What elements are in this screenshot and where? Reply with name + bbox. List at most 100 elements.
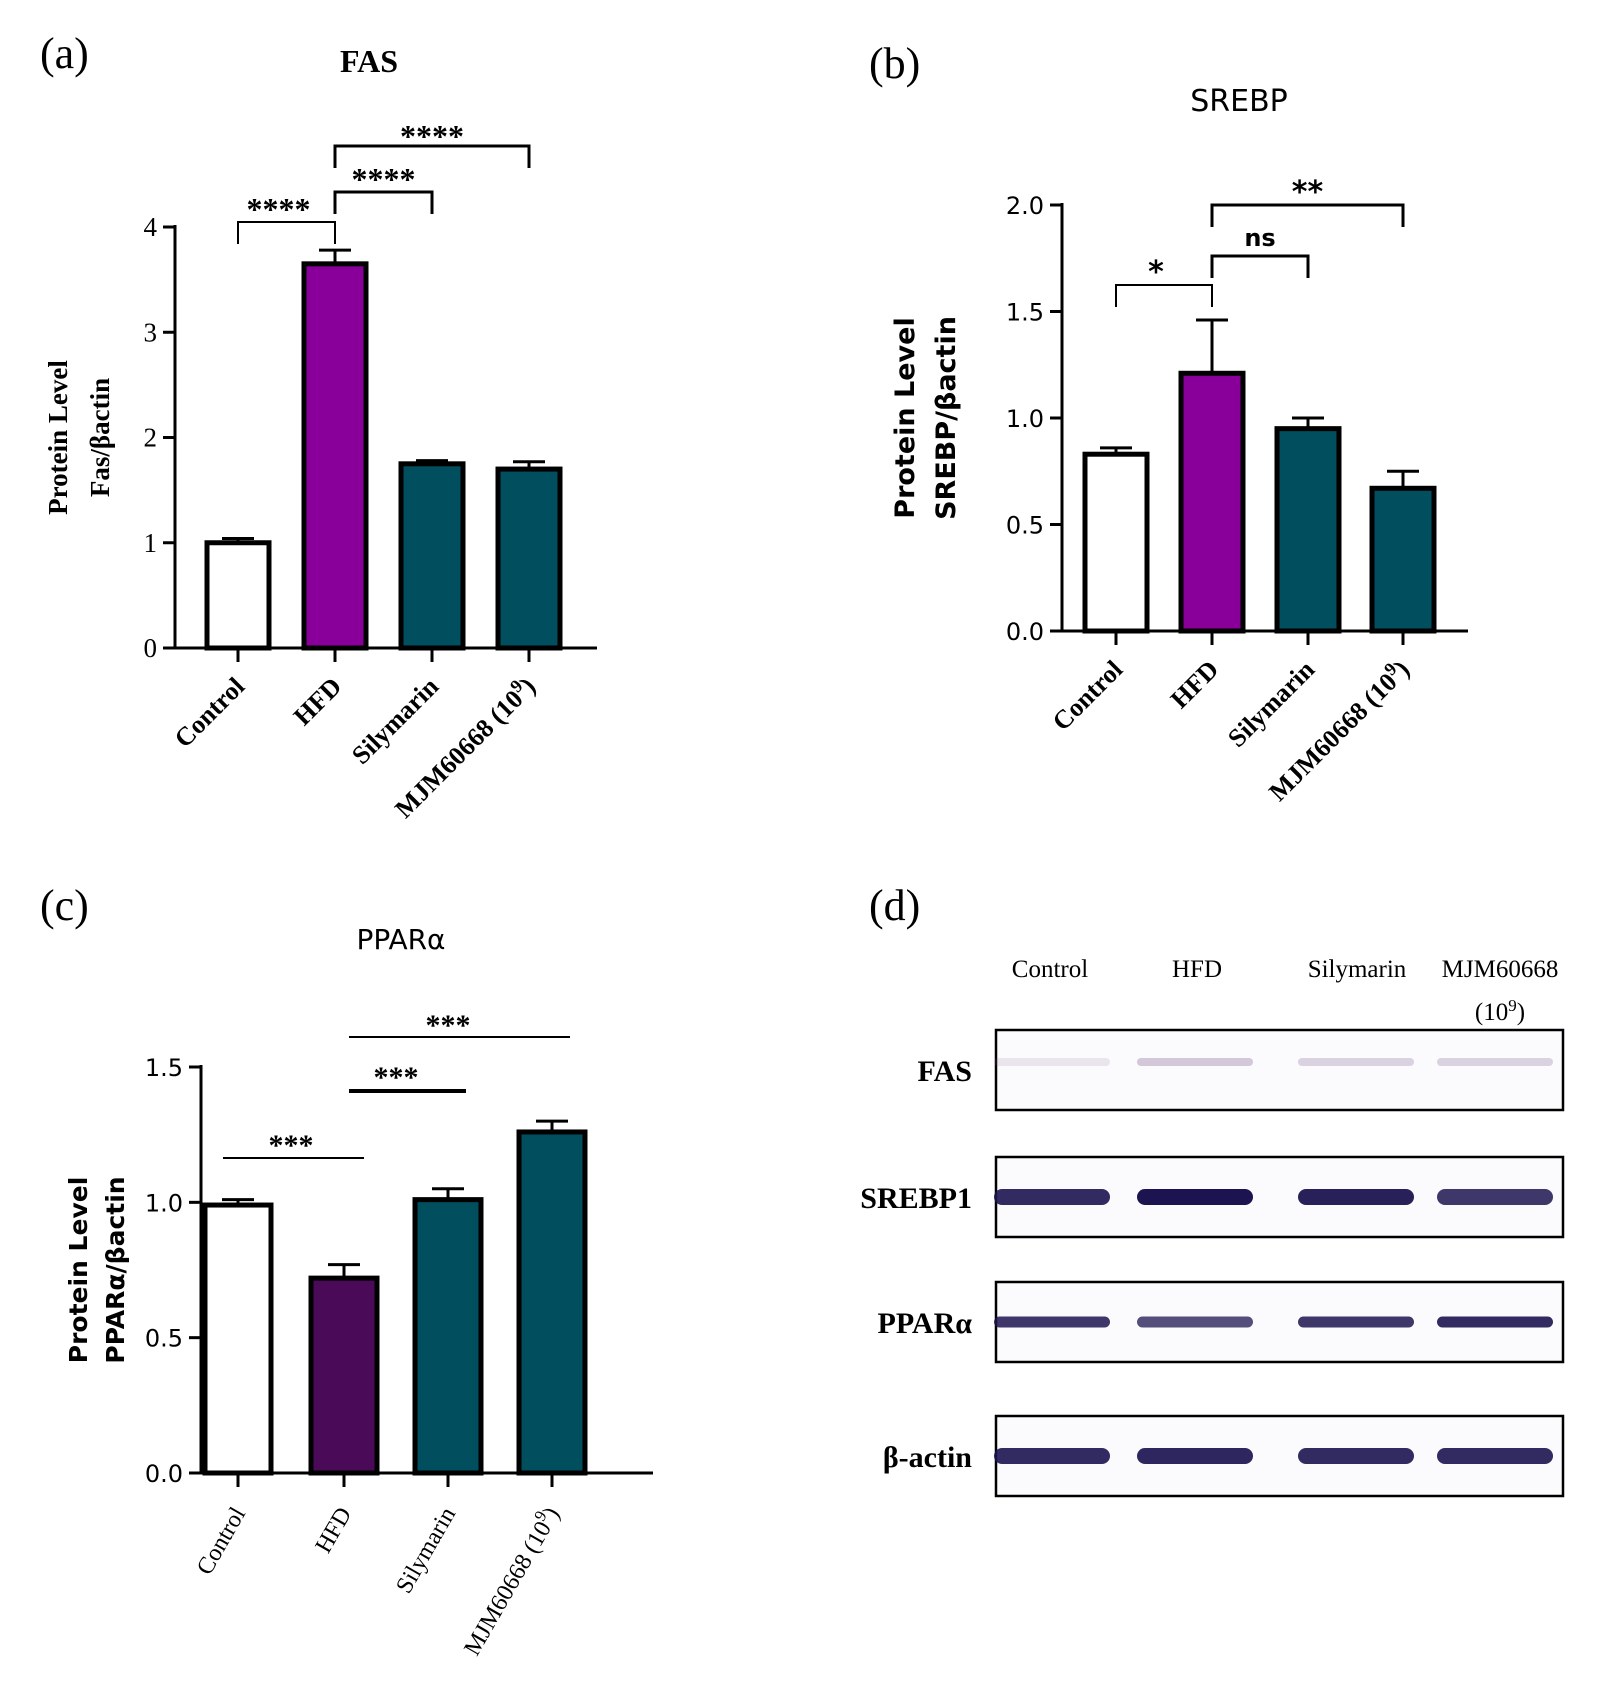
significance-bracket — [1210, 254, 1310, 278]
blot-band — [1298, 1058, 1414, 1066]
y-tick-label: 1.5 — [1006, 299, 1044, 327]
panel-label: (a) — [40, 29, 89, 78]
blot-band — [1137, 1058, 1253, 1066]
blot-band — [994, 1189, 1110, 1205]
significance-label: ns — [1244, 224, 1275, 252]
panel-label: (d) — [869, 881, 920, 930]
chart-title: FAS — [340, 43, 398, 79]
panel-d-western-blot: (d) Control HFD Silymarin MJM60668 (109) FAS SR… — [860, 881, 1565, 1498]
blot-column-label: HFD — [1172, 956, 1222, 983]
blot-row-label: PPARα — [878, 1307, 973, 1340]
category-text: Control — [1047, 655, 1128, 736]
y-tick-label: 0.5 — [145, 1325, 183, 1353]
y-tick-label: 2 — [144, 423, 158, 453]
bar-control — [202, 1202, 274, 1476]
y-tick-label: 4 — [144, 212, 158, 242]
x-category-label: Silymarin — [1222, 654, 1321, 753]
blot-band — [1298, 1448, 1414, 1464]
y-tick-label: 1 — [144, 528, 158, 558]
blot-band — [1298, 1316, 1414, 1328]
blot-band — [1437, 1316, 1553, 1328]
blot-column-superscript: 9 — [1508, 996, 1517, 1015]
x-category-label: HFD — [288, 672, 347, 731]
panel-label: (b) — [869, 39, 920, 88]
x-category-label: Control — [192, 1503, 251, 1580]
panel-b-srebp: (b) SREBP Protein Level SREBP/βactin 0.0 0.5 1… — [869, 39, 1468, 807]
y-axis-label-line1: Protein Level — [64, 1177, 93, 1364]
bar-mjm60668 — [1369, 485, 1437, 634]
blot-band — [1437, 1189, 1553, 1205]
category-text: Control — [169, 672, 250, 753]
category-text: Control — [192, 1503, 251, 1580]
blot-band — [1137, 1448, 1253, 1464]
y-tick-label: 0 — [144, 633, 158, 663]
blot-column-label-line2: (109) — [1475, 996, 1525, 1026]
blot-row-label: FAS — [918, 1055, 972, 1088]
x-category-label: Silymarin — [391, 1503, 461, 1598]
bar-silymarin — [398, 461, 466, 651]
bar-hfd — [301, 261, 369, 651]
y-tick-label: 0.0 — [1006, 618, 1044, 646]
y-axis-label-line1: Protein Level — [43, 360, 73, 515]
blot-row-label: SREBP1 — [860, 1182, 972, 1215]
significance-label: **** — [400, 118, 464, 154]
y-tick-label: 0.5 — [1006, 512, 1044, 540]
category-text: MJM60668 (10 — [459, 1517, 557, 1660]
y-axis-label-line2: PPARα/βactin — [101, 1176, 130, 1363]
blot-column-label-text: (10 — [1475, 999, 1508, 1026]
significance-bracket — [1210, 203, 1405, 227]
y-axis-label-line2: Fas/βactin — [85, 378, 115, 497]
y-tick-label: 1.0 — [1006, 405, 1044, 433]
significance-label: **** — [247, 191, 311, 227]
blot-band — [994, 1448, 1110, 1464]
bar-hfd — [1178, 370, 1246, 634]
y-tick-label: 3 — [144, 317, 158, 347]
bar-silymarin — [412, 1197, 484, 1476]
significance-label: **** — [352, 161, 416, 197]
bar-mjm60668 — [516, 1129, 588, 1476]
y-axis-label-line1: Protein Level — [890, 317, 921, 518]
y-tick-label: 1.5 — [145, 1054, 183, 1082]
blot-column-label: MJM60668 — [1442, 956, 1559, 983]
y-tick-label: 1.0 — [145, 1189, 183, 1217]
blot-band — [1137, 1189, 1253, 1205]
panel-a-fas: (a) FAS Protein Level Fas/βactin 0 1 2 3 4 Contro… — [40, 29, 597, 824]
category-text: Silymarin — [1222, 654, 1321, 753]
bar-control — [204, 540, 272, 651]
significance-label: * — [1148, 255, 1164, 290]
blot-column-label: Silymarin — [1308, 956, 1407, 983]
significance-label: *** — [426, 1009, 471, 1042]
chart-title: PPARα — [356, 923, 445, 956]
y-tick-label: 0.0 — [145, 1460, 183, 1488]
significance-bracket — [333, 190, 434, 214]
blot-column-close: ) — [1517, 999, 1525, 1026]
panel-label: (c) — [40, 881, 89, 930]
blot-column-label: Control — [1012, 956, 1088, 983]
category-text: HFD — [288, 672, 347, 731]
bar-mjm60668 — [495, 466, 563, 651]
x-category-label: MJM60668 (109) — [455, 1501, 565, 1661]
blot-strip — [994, 1028, 1565, 1112]
x-category-label: Control — [169, 672, 250, 753]
bar-control — [1082, 451, 1150, 634]
blot-band — [1437, 1058, 1553, 1066]
significance-bracket — [333, 144, 531, 168]
y-axis-label-line2: SREBP/βactin — [931, 316, 962, 520]
category-text: Silymarin — [346, 671, 445, 770]
significance-bracket — [1115, 284, 1213, 307]
panel-c-ppara: (c) PPARα Protein Level PPARα/βactin 0.0 0.5 1… — [40, 881, 653, 1660]
significance-label: ** — [1292, 175, 1324, 210]
significance-label: *** — [269, 1129, 314, 1162]
blot-band — [1298, 1189, 1414, 1205]
bar-hfd — [308, 1275, 380, 1476]
blot-band — [994, 1316, 1110, 1328]
significance-label: *** — [374, 1061, 419, 1094]
category-text: HFD — [1165, 655, 1224, 714]
blot-band — [1437, 1448, 1553, 1464]
x-category-label: Silymarin — [346, 671, 445, 770]
x-category-label: Control — [1047, 655, 1128, 736]
chart-title: SREBP — [1190, 84, 1288, 119]
x-category-label: HFD — [1165, 655, 1224, 714]
x-category-label: HFD — [311, 1503, 358, 1558]
